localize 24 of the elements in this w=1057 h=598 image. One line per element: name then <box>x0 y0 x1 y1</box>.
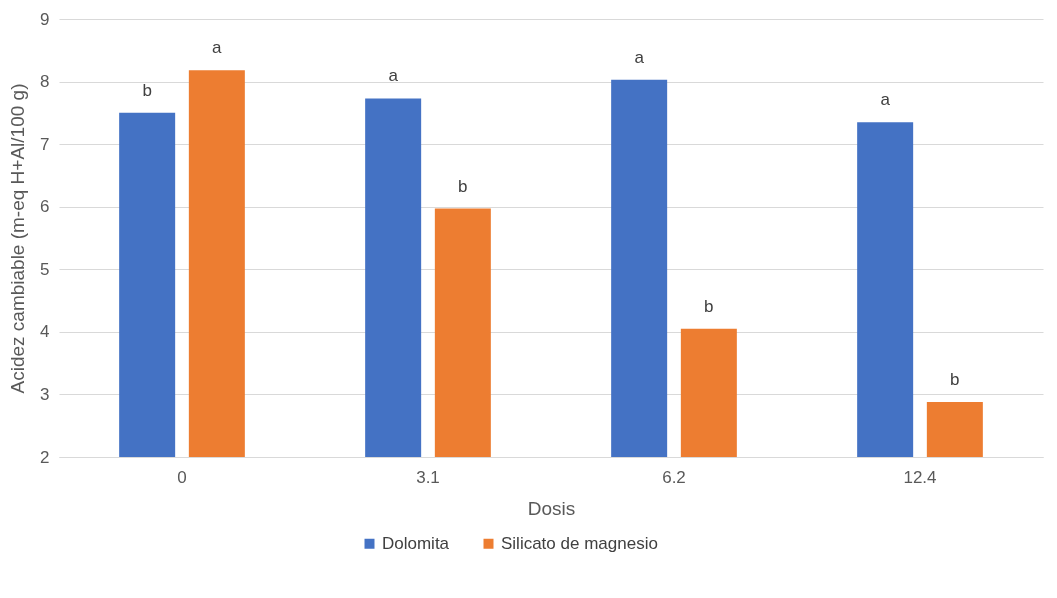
y-tick-label: 4 <box>40 322 50 342</box>
data-label: a <box>212 38 223 58</box>
data-label: a <box>388 66 399 86</box>
x-tick-label: 0 <box>177 467 187 487</box>
x-axis-title: Dosis <box>527 497 576 519</box>
y-tick-label: 5 <box>40 259 50 279</box>
data-label: b <box>950 369 960 389</box>
data-label: a <box>634 47 645 67</box>
data-label: b <box>142 80 152 100</box>
x-tick-label: 12.4 <box>903 467 937 487</box>
y-tick-label: 6 <box>40 197 50 217</box>
y-tick-label: 2 <box>40 447 50 467</box>
x-tick-label: 3.1 <box>416 467 440 487</box>
legend-label: Silicato de magnesio <box>501 533 658 553</box>
y-axis-title: Acidez cambiable (m-eq H+Al/100 g) <box>7 83 29 394</box>
x-tick-label: 6.2 <box>662 467 686 487</box>
legend-label: Dolomita <box>382 533 450 553</box>
data-label: b <box>704 296 714 316</box>
data-label: a <box>880 90 891 110</box>
data-label: b <box>458 176 468 196</box>
y-tick-label: 7 <box>40 134 50 154</box>
y-tick-label: 8 <box>40 72 50 92</box>
y-tick-label: 9 <box>40 9 50 29</box>
y-tick-label: 3 <box>40 384 50 404</box>
